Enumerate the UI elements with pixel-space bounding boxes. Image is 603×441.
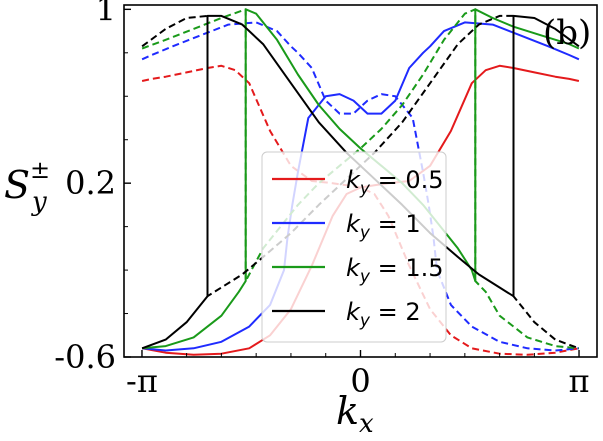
legend-label-1: ky = 0.5 xyxy=(346,166,444,199)
y-tick-label: 0.2 xyxy=(65,164,116,202)
svg-text:y: y xyxy=(31,187,47,217)
x-axis-label: kx xyxy=(336,389,374,439)
x-tick-label: π xyxy=(569,362,590,400)
legend-label-4: ky = 2 xyxy=(346,298,421,331)
y-tick-label: -0.6 xyxy=(54,338,116,376)
y-tick-label: 1 xyxy=(96,0,116,28)
series-3-dashed-line xyxy=(141,8,579,350)
legend-label-3: ky = 1.5 xyxy=(346,254,444,287)
svg-text:±: ± xyxy=(30,156,50,184)
series-2-dashed-line xyxy=(141,21,579,352)
legend: ky = 0.5 ky = 1 ky = 1.5 ky = 2 xyxy=(261,151,447,343)
y-axis-label: S ± y xyxy=(4,156,50,217)
panel-label: (b) xyxy=(543,13,591,53)
series-1-dashed-line xyxy=(141,64,580,356)
legend-box xyxy=(261,151,447,343)
svg-text:S: S xyxy=(4,163,30,207)
series-2-solid-line xyxy=(142,21,580,352)
ticks-layer: -π 0 π -0.6 0.2 1 xyxy=(54,0,589,400)
x-tick-label: -π xyxy=(126,362,158,400)
legend-label-2: ky = 1 xyxy=(346,210,421,243)
x-tick-label: 0 xyxy=(350,362,370,400)
